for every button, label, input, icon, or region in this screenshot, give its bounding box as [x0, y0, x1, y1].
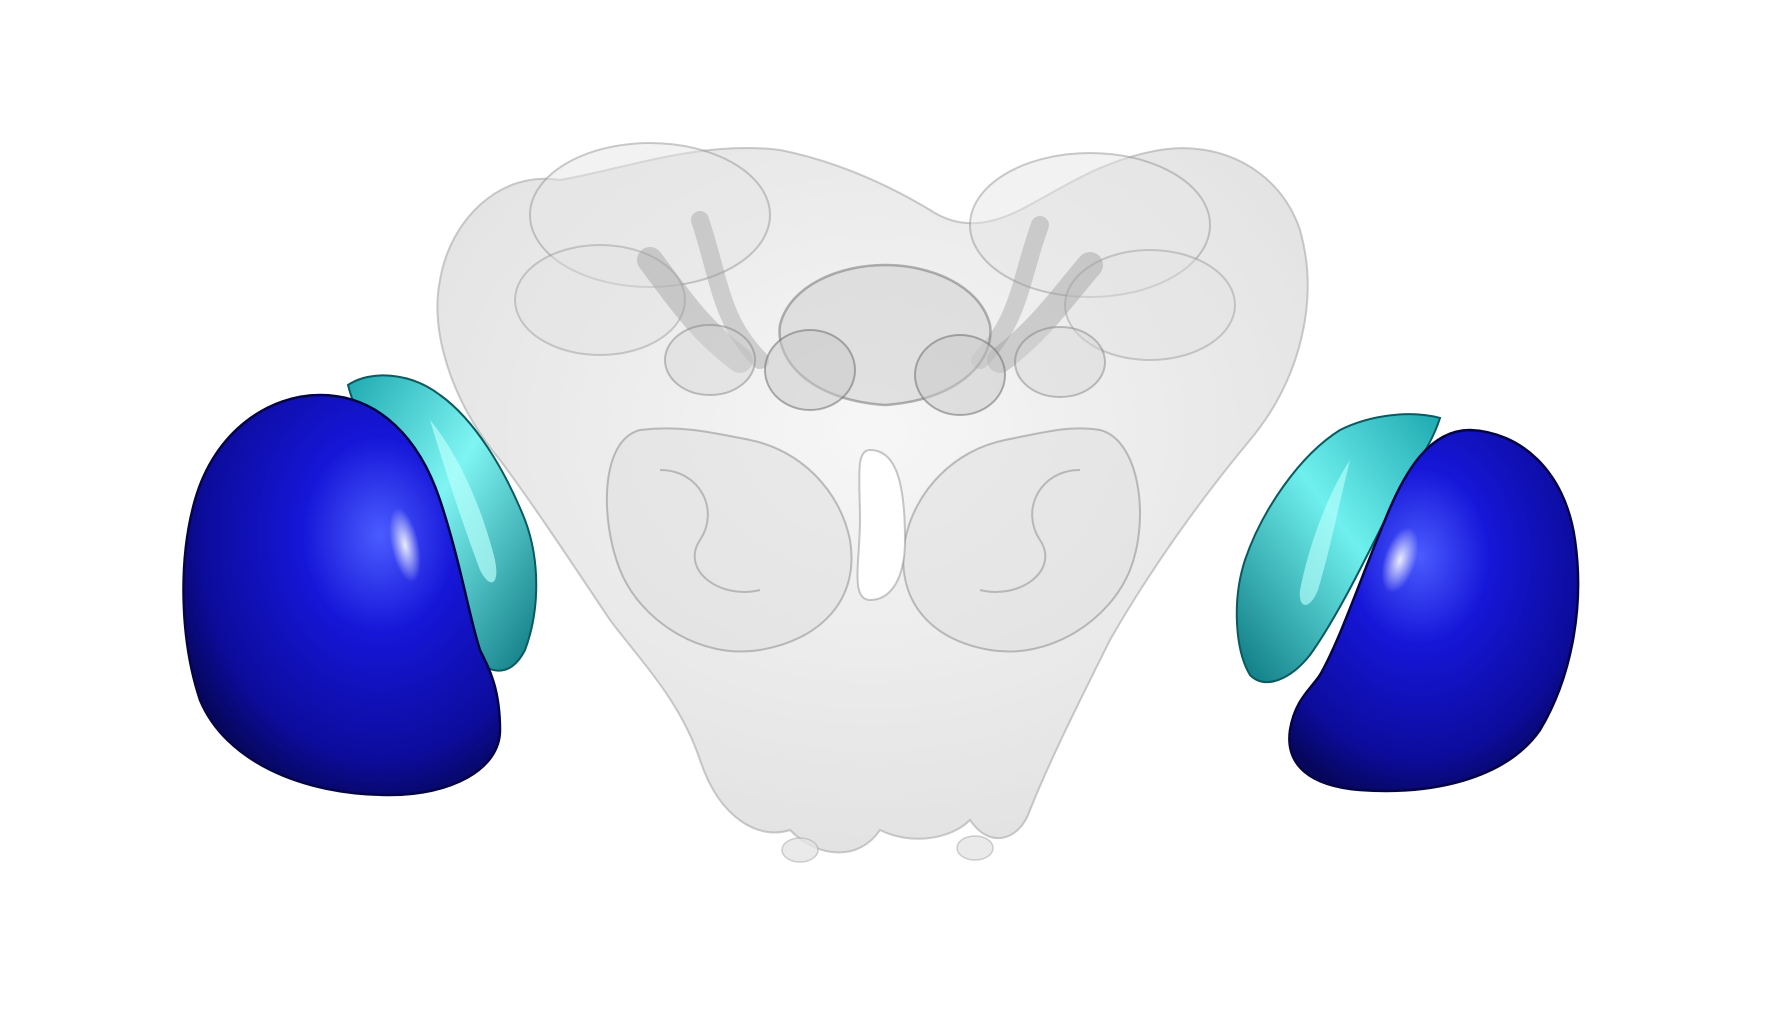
right-peduncle [987, 252, 1103, 373]
esophageal-foramen [856, 448, 907, 602]
right-antennal-lobe [902, 427, 1141, 653]
left-medulla-highlight [389, 507, 421, 583]
right-lobe-mid [1014, 326, 1106, 398]
right-lateral-horn [1064, 249, 1236, 361]
left-noduli [764, 329, 856, 411]
left-optic-lobe [182, 374, 538, 797]
left-antennal-lobe [605, 427, 853, 653]
left-lateral-horn [514, 244, 686, 356]
central-brain [436, 142, 1309, 863]
left-peduncle [637, 247, 753, 373]
left-lobula-highlight [430, 420, 497, 583]
right-bottom-bump [956, 835, 994, 861]
left-medulla [182, 393, 502, 797]
right-medulla-highlight [1381, 527, 1419, 593]
right-medulla [1288, 428, 1580, 793]
left-calyx [529, 142, 771, 288]
left-peduncle-2 [691, 211, 769, 369]
right-calyx [969, 152, 1211, 298]
left-antennal-detail [659, 469, 761, 593]
right-antennal-detail [979, 469, 1081, 593]
right-lobula-highlight [1299, 460, 1350, 605]
left-bottom-bump [781, 837, 819, 863]
left-lobe-mid [664, 324, 756, 396]
right-optic-lobe [1235, 413, 1580, 793]
right-noduli [914, 334, 1006, 416]
